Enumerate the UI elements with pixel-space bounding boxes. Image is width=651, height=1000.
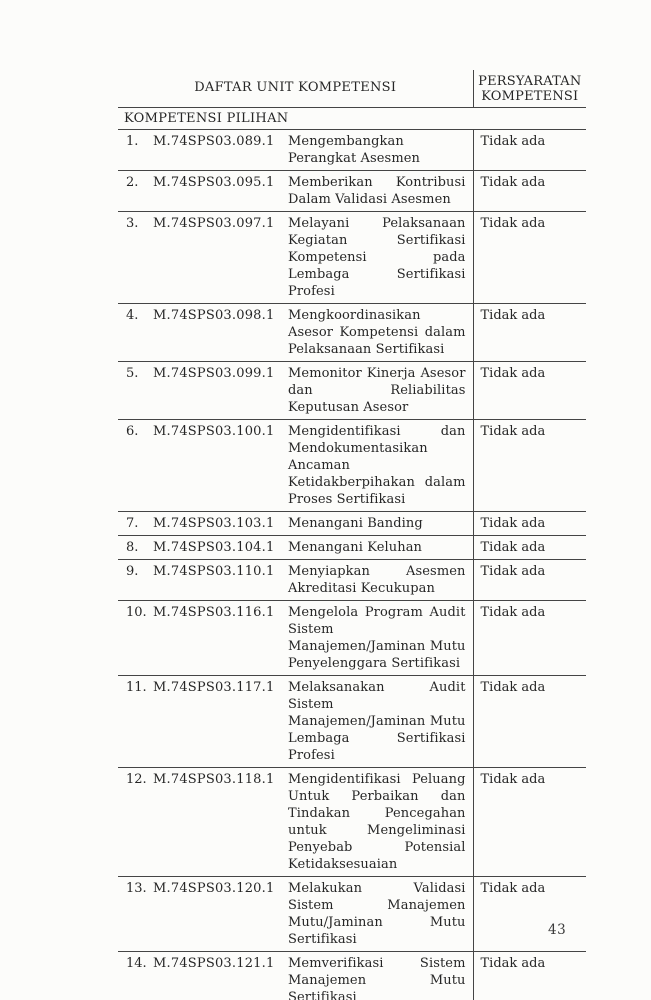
row-number: 1. (126, 134, 139, 149)
table-row: 11. M.74SPS03.117.1 Melaksanakan Audit S… (118, 675, 587, 768)
unit-code: M.74SPS03.118.1 (153, 772, 275, 787)
unit-code: M.74SPS03.098.1 (153, 308, 275, 323)
requirement-value: Tidak ada (472, 170, 587, 212)
unit-code: M.74SPS03.097.1 (153, 216, 275, 231)
requirement-value: Tidak ada (472, 600, 587, 676)
row-number: 11. (126, 680, 147, 695)
requirement-value: Tidak ada (472, 876, 587, 952)
unit-title: Melaksanakan Audit Sistem Manajemen/Jami… (288, 680, 466, 763)
section-title: KOMPETENSI PILIHAN (124, 111, 289, 126)
row-number: 4. (126, 308, 139, 323)
unit-code: M.74SPS03.104.1 (153, 540, 275, 555)
unit-code: M.74SPS03.110.1 (153, 564, 275, 579)
unit-code: M.74SPS03.100.1 (153, 424, 275, 439)
column-header-persyaratan-kompetensi: PERSYARATAN KOMPETENSI (472, 70, 587, 108)
table-row: 9. M.74SPS03.110.1 Menyiapkan Asesmen Ak… (118, 559, 587, 601)
row-number: 7. (126, 516, 139, 531)
unit-title: Melakukan Validasi Sistem Manajemen Mutu… (288, 881, 466, 947)
table-row: 4. M.74SPS03.098.1 Mengkoordinasikan Ase… (118, 303, 587, 362)
unit-code: M.74SPS03.120.1 (153, 881, 275, 896)
row-number: 2. (126, 175, 139, 190)
table-row: 3. M.74SPS03.097.1 Melayani Pelaksanaan … (118, 211, 587, 304)
unit-title: Menyiapkan Asesmen Akreditasi Kecukupan (288, 564, 466, 596)
unit-code: M.74SPS03.103.1 (153, 516, 275, 531)
requirement-value: Tidak ada (472, 511, 587, 536)
table-row: 14. M.74SPS03.121.1 Memverifikasi Sistem… (118, 951, 587, 1000)
unit-code: M.74SPS03.117.1 (153, 680, 275, 695)
unit-title: Mengembangkan Perangkat Asesmen (288, 134, 421, 166)
table-row: 12. M.74SPS03.118.1 Mengidentifikasi Pel… (118, 767, 587, 877)
unit-title: Menangani Keluhan (288, 540, 423, 555)
table-header-row: DAFTAR UNIT KOMPETENSI PERSYARATAN KOMPE… (118, 70, 587, 108)
row-number: 6. (126, 424, 139, 439)
unit-code: M.74SPS03.099.1 (153, 366, 275, 381)
table-row: 2. M.74SPS03.095.1 Memberikan Kontribusi… (118, 170, 587, 212)
requirement-value: Tidak ada (472, 559, 587, 601)
unit-code: M.74SPS03.116.1 (153, 605, 275, 620)
row-number: 9. (126, 564, 139, 579)
unit-title: Mengidentifikasi dan Mendokumentasikan A… (288, 424, 466, 507)
table-row: 8. M.74SPS03.104.1 Menangani Keluhan Tid… (118, 535, 587, 560)
unit-title: Memberikan Kontribusi Dalam Validasi Ase… (288, 175, 466, 207)
page-number: 43 (548, 922, 567, 938)
unit-code: M.74SPS03.089.1 (153, 134, 275, 149)
unit-code: M.74SPS03.121.1 (153, 956, 275, 971)
table-row: 10. M.74SPS03.116.1 Mengelola Program Au… (118, 600, 587, 676)
row-number: 3. (126, 216, 139, 231)
section-row: KOMPETENSI PILIHAN (118, 108, 587, 130)
unit-title: Melayani Pelaksanaan Kegiatan Sertifikas… (288, 216, 466, 299)
competency-table: DAFTAR UNIT KOMPETENSI PERSYARATAN KOMPE… (118, 70, 587, 1000)
requirement-value: Tidak ada (472, 535, 587, 560)
row-number: 10. (126, 605, 147, 620)
unit-title: Mengidentifikasi Peluang Untuk Perbaikan… (288, 772, 466, 872)
requirement-value: Tidak ada (472, 211, 587, 304)
unit-title: Menangani Banding (288, 516, 423, 531)
table-row: 1. M.74SPS03.089.1 Mengembangkan Perangk… (118, 129, 587, 171)
requirement-value: Tidak ada (472, 129, 587, 171)
row-number: 14. (126, 956, 147, 971)
table-row: 5. M.74SPS03.099.1 Memonitor Kinerja Ase… (118, 361, 587, 420)
requirement-value: Tidak ada (472, 303, 587, 362)
row-number: 5. (126, 366, 139, 381)
column-header-daftar-unit-kompetensi: DAFTAR UNIT KOMPETENSI (194, 80, 397, 95)
requirement-value: Tidak ada (472, 675, 587, 768)
unit-title: Memverifikasi Sistem Manajemen Mutu Sert… (288, 956, 466, 1000)
requirement-value: Tidak ada (472, 951, 587, 1000)
unit-title: Memonitor Kinerja Asesor dan Reliabilita… (288, 366, 466, 415)
unit-code: M.74SPS03.095.1 (153, 175, 275, 190)
row-number: 8. (126, 540, 139, 555)
requirement-value: Tidak ada (472, 767, 587, 877)
requirement-value: Tidak ada (472, 361, 587, 420)
table-body: 1. M.74SPS03.089.1 Mengembangkan Perangk… (118, 129, 587, 1000)
table-row: 7. M.74SPS03.103.1 Menangani Banding Tid… (118, 511, 587, 536)
table-row: 13. M.74SPS03.120.1 Melakukan Validasi S… (118, 876, 587, 952)
requirement-value: Tidak ada (472, 419, 587, 512)
row-number: 12. (126, 772, 147, 787)
unit-title: Mengkoordinasikan Asesor Kompetensi dala… (288, 308, 466, 357)
row-number: 13. (126, 881, 147, 896)
table-row: 6. M.74SPS03.100.1 Mengidentifikasi dan … (118, 419, 587, 512)
unit-title: Mengelola Program Audit Sistem Manajemen… (288, 605, 466, 671)
